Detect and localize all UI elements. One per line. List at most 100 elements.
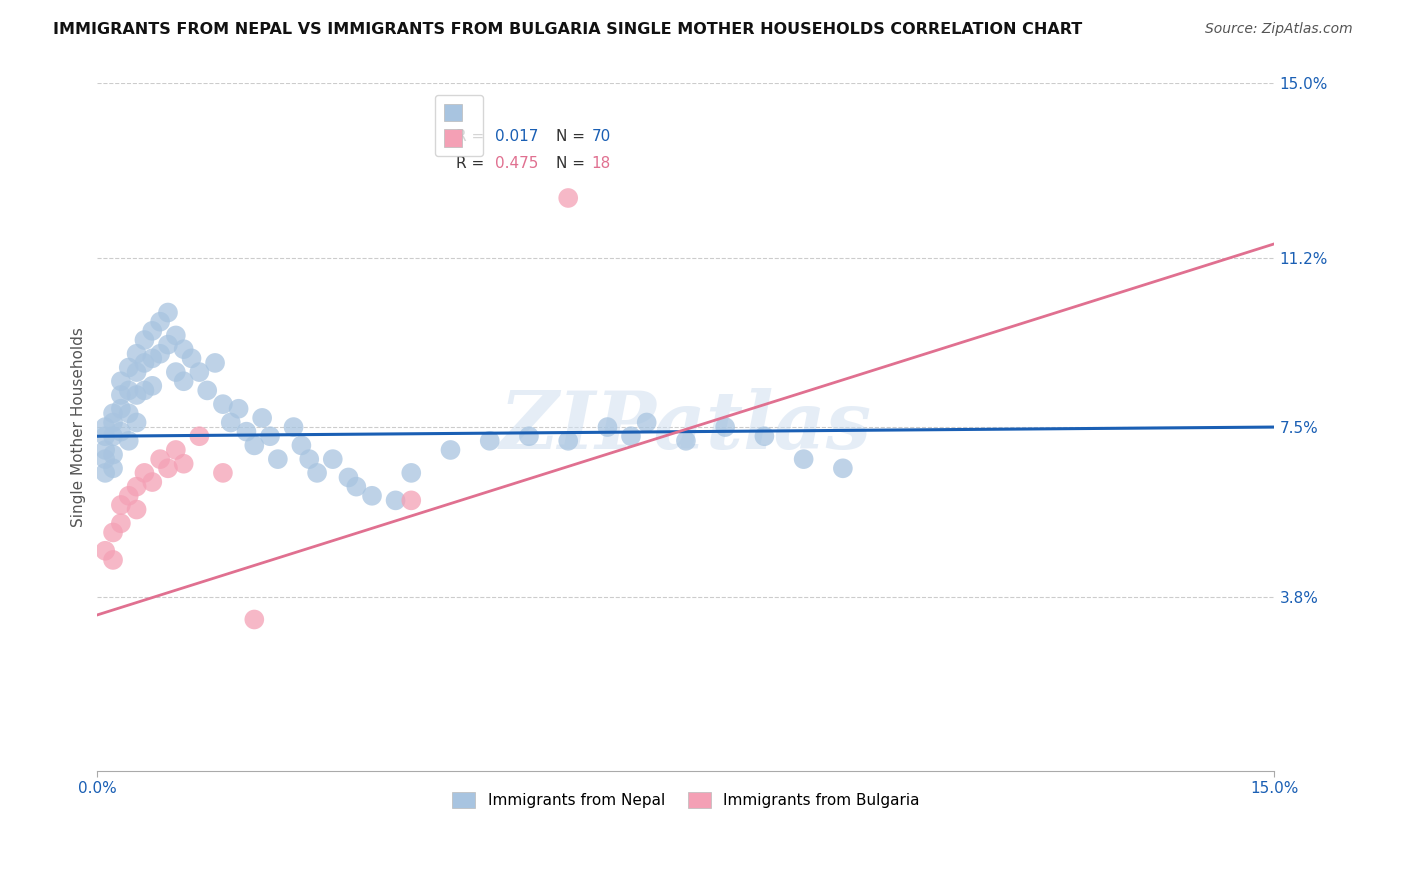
Text: 70: 70 [592, 128, 612, 144]
Point [439, 442, 461, 457]
Point [141, 379, 163, 393]
Point [243, 438, 266, 452]
Legend: Immigrants from Nepal, Immigrants from Bulgaria: Immigrants from Nepal, Immigrants from B… [446, 786, 925, 814]
Point [361, 489, 384, 503]
Point [156, 337, 179, 351]
Point [134, 356, 156, 370]
Point [283, 420, 305, 434]
Point [141, 475, 163, 489]
Point [110, 516, 132, 531]
Point [235, 425, 257, 439]
Point [517, 429, 540, 443]
Point [94, 420, 117, 434]
Point [384, 493, 406, 508]
Point [101, 406, 124, 420]
Point [110, 498, 132, 512]
Point [212, 397, 235, 411]
Point [110, 374, 132, 388]
Point [478, 434, 501, 448]
Point [195, 384, 218, 398]
Point [118, 384, 141, 398]
Point [118, 406, 141, 420]
Text: 0.475: 0.475 [495, 156, 538, 171]
Point [149, 315, 172, 329]
Point [212, 466, 235, 480]
Point [714, 420, 737, 434]
Point [675, 434, 697, 448]
Point [110, 388, 132, 402]
Point [831, 461, 853, 475]
Text: N =: N = [557, 156, 591, 171]
Point [110, 401, 132, 416]
Point [134, 333, 156, 347]
Point [101, 416, 124, 430]
Point [250, 410, 273, 425]
Point [134, 384, 156, 398]
Point [204, 356, 226, 370]
Point [298, 452, 321, 467]
Point [94, 429, 117, 443]
Point [401, 493, 423, 508]
Point [322, 452, 344, 467]
Point [290, 438, 312, 452]
Text: ZIPatlas: ZIPatlas [501, 388, 872, 466]
Point [141, 324, 163, 338]
Point [173, 342, 195, 356]
Point [94, 452, 117, 467]
Point [149, 452, 172, 467]
Point [156, 305, 179, 319]
Point [101, 448, 124, 462]
Text: 0.017: 0.017 [495, 128, 538, 144]
Point [307, 466, 329, 480]
Point [141, 351, 163, 366]
Point [149, 347, 172, 361]
Point [188, 429, 211, 443]
Point [165, 328, 187, 343]
Point [173, 374, 195, 388]
Point [125, 365, 148, 379]
Point [557, 434, 579, 448]
Point [165, 365, 187, 379]
Point [101, 525, 124, 540]
Point [173, 457, 195, 471]
Point [401, 466, 423, 480]
Point [636, 416, 658, 430]
Point [110, 425, 132, 439]
Point [267, 452, 290, 467]
Point [94, 442, 117, 457]
Point [793, 452, 815, 467]
Text: N =: N = [557, 128, 591, 144]
Point [125, 388, 148, 402]
Point [101, 553, 124, 567]
Point [118, 434, 141, 448]
Text: Source: ZipAtlas.com: Source: ZipAtlas.com [1205, 22, 1353, 37]
Text: 18: 18 [592, 156, 612, 171]
Point [101, 461, 124, 475]
Point [228, 401, 250, 416]
Point [259, 429, 281, 443]
Text: IMMIGRANTS FROM NEPAL VS IMMIGRANTS FROM BULGARIA SINGLE MOTHER HOUSEHOLDS CORRE: IMMIGRANTS FROM NEPAL VS IMMIGRANTS FROM… [53, 22, 1083, 37]
Point [188, 365, 211, 379]
Point [596, 420, 619, 434]
Point [243, 612, 266, 626]
Point [125, 416, 148, 430]
Point [156, 461, 179, 475]
Point [118, 360, 141, 375]
Point [219, 416, 242, 430]
Point [754, 429, 776, 443]
Point [620, 429, 643, 443]
Point [94, 466, 117, 480]
Text: R =: R = [457, 156, 489, 171]
Point [125, 502, 148, 516]
Point [125, 480, 148, 494]
Y-axis label: Single Mother Households: Single Mother Households [72, 327, 86, 527]
Point [557, 191, 579, 205]
Point [337, 470, 360, 484]
Point [101, 429, 124, 443]
Point [125, 347, 148, 361]
Point [344, 480, 367, 494]
Point [134, 466, 156, 480]
Point [118, 489, 141, 503]
Point [180, 351, 202, 366]
Point [165, 442, 187, 457]
